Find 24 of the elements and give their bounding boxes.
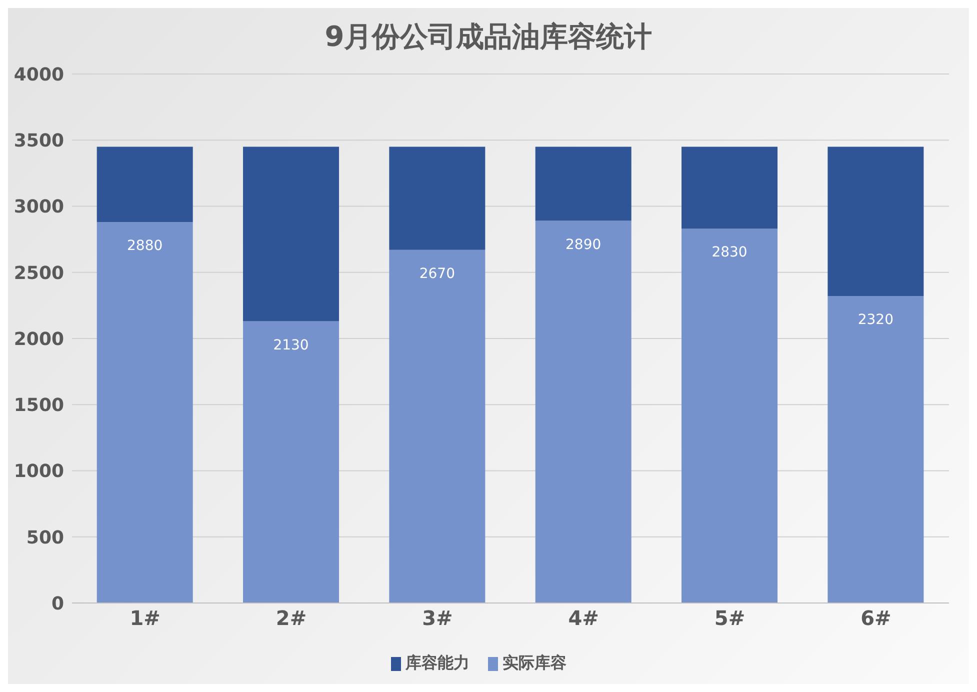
x-tick-label: 4# [568,606,599,630]
data-label: 2670 [419,266,455,282]
y-tick-label: 1000 [14,461,64,482]
legend-label: 实际库容 [502,653,566,674]
y-tick-label: 3500 [14,130,64,152]
data-label: 2130 [273,337,309,354]
x-tick-label: 2# [276,606,307,630]
x-tick-label: 3# [422,606,453,630]
y-tick-label: 2000 [14,328,64,350]
y-tick-label: 4000 [14,64,64,86]
x-tick-label: 5# [714,606,746,630]
data-label: 2830 [712,244,748,261]
y-tick-label: 3000 [14,196,64,218]
data-label: 2890 [566,236,602,253]
x-tick-label: 1# [130,606,160,630]
y-tick-label: 2500 [14,262,64,284]
x-tick-label: 6# [860,606,892,630]
y-tick-label: 500 [26,527,64,548]
chart-title: 9月份公司成品油库容统计 [324,19,654,55]
y-tick-label: 0 [51,593,64,614]
legend-label: 库容能力 [404,653,470,674]
data-label: 2880 [127,238,163,254]
data-label: 2320 [858,312,894,328]
y-tick-label: 1500 [14,395,64,416]
